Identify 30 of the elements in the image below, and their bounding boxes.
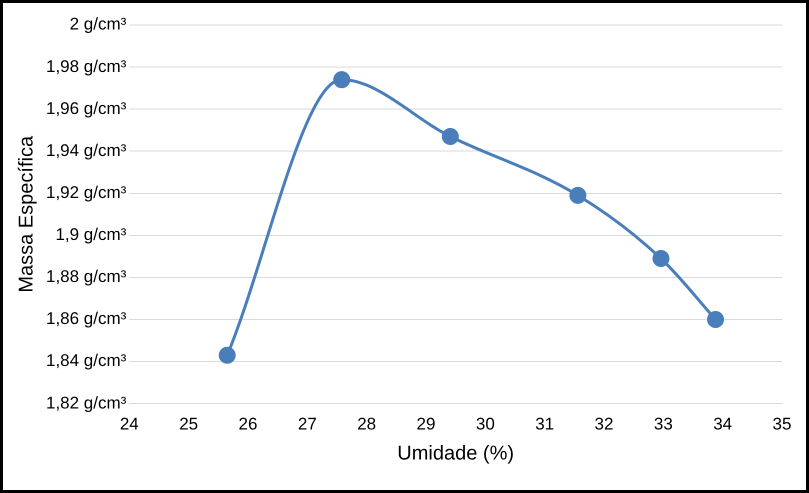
x-tick-label: 24 bbox=[120, 414, 139, 434]
y-tick-label: 1,94 g/cm³ bbox=[46, 140, 127, 160]
point bbox=[333, 71, 350, 88]
x-axis-title: Umidade (%) bbox=[397, 442, 514, 465]
point bbox=[442, 128, 459, 145]
x-tick-label: 32 bbox=[594, 414, 614, 434]
y-tick-label: 2 g/cm³ bbox=[70, 14, 127, 34]
point bbox=[652, 250, 670, 267]
y-tick-label: 1,82 g/cm³ bbox=[46, 393, 127, 412]
x-tick-label: 35 bbox=[772, 414, 792, 434]
x-tick-label: 31 bbox=[535, 414, 554, 434]
y-tick-label: 1,92 g/cm³ bbox=[46, 182, 127, 202]
y-tick-label: 1,88 g/cm³ bbox=[46, 267, 127, 286]
point bbox=[707, 310, 724, 328]
y-tick-label: 1,98 g/cm³ bbox=[46, 56, 127, 76]
y-tick-label: 1,9 g/cm³ bbox=[55, 225, 127, 244]
x-tick-label: 29 bbox=[416, 414, 436, 434]
x-tick-label: 27 bbox=[298, 414, 317, 434]
x-tick-label: 34 bbox=[713, 414, 732, 434]
y-axis-title: Massa Específica bbox=[16, 135, 38, 293]
y-tick-label: 1,86 g/cm³ bbox=[46, 309, 127, 328]
x-tick-label: 28 bbox=[357, 414, 376, 434]
point bbox=[569, 186, 586, 204]
x-tick-label: 25 bbox=[179, 414, 198, 434]
x-tick-label: 33 bbox=[654, 414, 673, 434]
y-tick-label: 1,96 g/cm³ bbox=[46, 98, 127, 118]
y-tick-label: 1,84 g/cm³ bbox=[46, 351, 127, 370]
x-tick-label: 30 bbox=[476, 414, 495, 434]
point bbox=[218, 346, 236, 364]
x-tick-label: 26 bbox=[238, 414, 258, 434]
